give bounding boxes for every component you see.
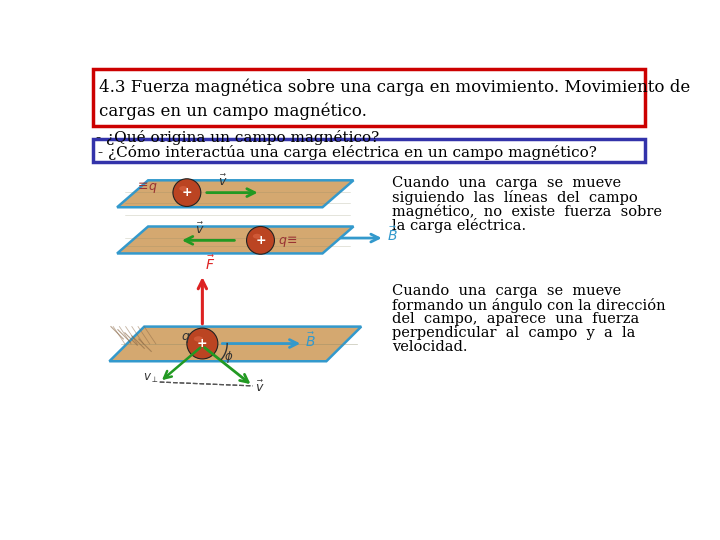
Text: del  campo,  aparece  una  fuerza: del campo, aparece una fuerza: [392, 312, 639, 326]
Text: - ¿Cómo interactúa una carga eléctrica en un campo magnético?: - ¿Cómo interactúa una carga eléctrica e…: [98, 145, 597, 160]
Ellipse shape: [179, 186, 188, 191]
Text: $\vec{v}$: $\vec{v}$: [255, 380, 265, 395]
Text: +: +: [197, 337, 207, 350]
Text: $v_\perp$: $v_\perp$: [143, 372, 158, 384]
Polygon shape: [117, 226, 354, 253]
Text: +: +: [255, 234, 266, 247]
Text: $\vec{B}$: $\vec{B}$: [305, 331, 316, 349]
Ellipse shape: [194, 336, 203, 342]
Text: $\phi$: $\phi$: [224, 349, 233, 366]
Text: la carga eléctrica.: la carga eléctrica.: [392, 218, 526, 233]
Ellipse shape: [253, 234, 261, 239]
Polygon shape: [109, 327, 361, 361]
Ellipse shape: [173, 179, 201, 206]
Text: Cuando  una  carga  se  mueve: Cuando una carga se mueve: [392, 177, 621, 191]
Text: siguiendo  las  líneas  del  campo: siguiendo las líneas del campo: [392, 190, 638, 205]
Text: $\vec{v}$: $\vec{v}$: [194, 222, 204, 237]
Ellipse shape: [246, 226, 274, 254]
Polygon shape: [117, 180, 354, 207]
Text: $\equiv\!q$: $\equiv\!q$: [135, 180, 158, 195]
Text: - ¿Qué origina un campo magnético?: - ¿Qué origina un campo magnético?: [96, 130, 379, 145]
Text: $\vec{B}$: $\vec{B}$: [387, 226, 397, 244]
Text: magnético,  no  existe  fuerza  sobre: magnético, no existe fuerza sobre: [392, 204, 662, 219]
Text: formando un ángulo con la dirección: formando un ángulo con la dirección: [392, 298, 666, 313]
Text: $\vec{F}$: $\vec{F}$: [205, 255, 216, 273]
FancyBboxPatch shape: [93, 69, 645, 126]
Ellipse shape: [187, 328, 218, 359]
Text: perpendicular  al  campo  y  a  la: perpendicular al campo y a la: [392, 326, 636, 340]
FancyBboxPatch shape: [93, 139, 645, 162]
Text: +: +: [181, 186, 192, 199]
Text: $\vec{v}$: $\vec{v}$: [218, 174, 228, 190]
Text: Cuando  una  carga  se  mueve: Cuando una carga se mueve: [392, 284, 621, 298]
Text: $q\!\equiv$: $q\!\equiv$: [277, 234, 297, 249]
Text: $q$: $q$: [181, 330, 191, 345]
Text: 4.3 Fuerza magnética sobre una carga en movimiento. Movimiento de
cargas en un c: 4.3 Fuerza magnética sobre una carga en …: [99, 79, 690, 120]
Text: velocidad.: velocidad.: [392, 340, 468, 354]
